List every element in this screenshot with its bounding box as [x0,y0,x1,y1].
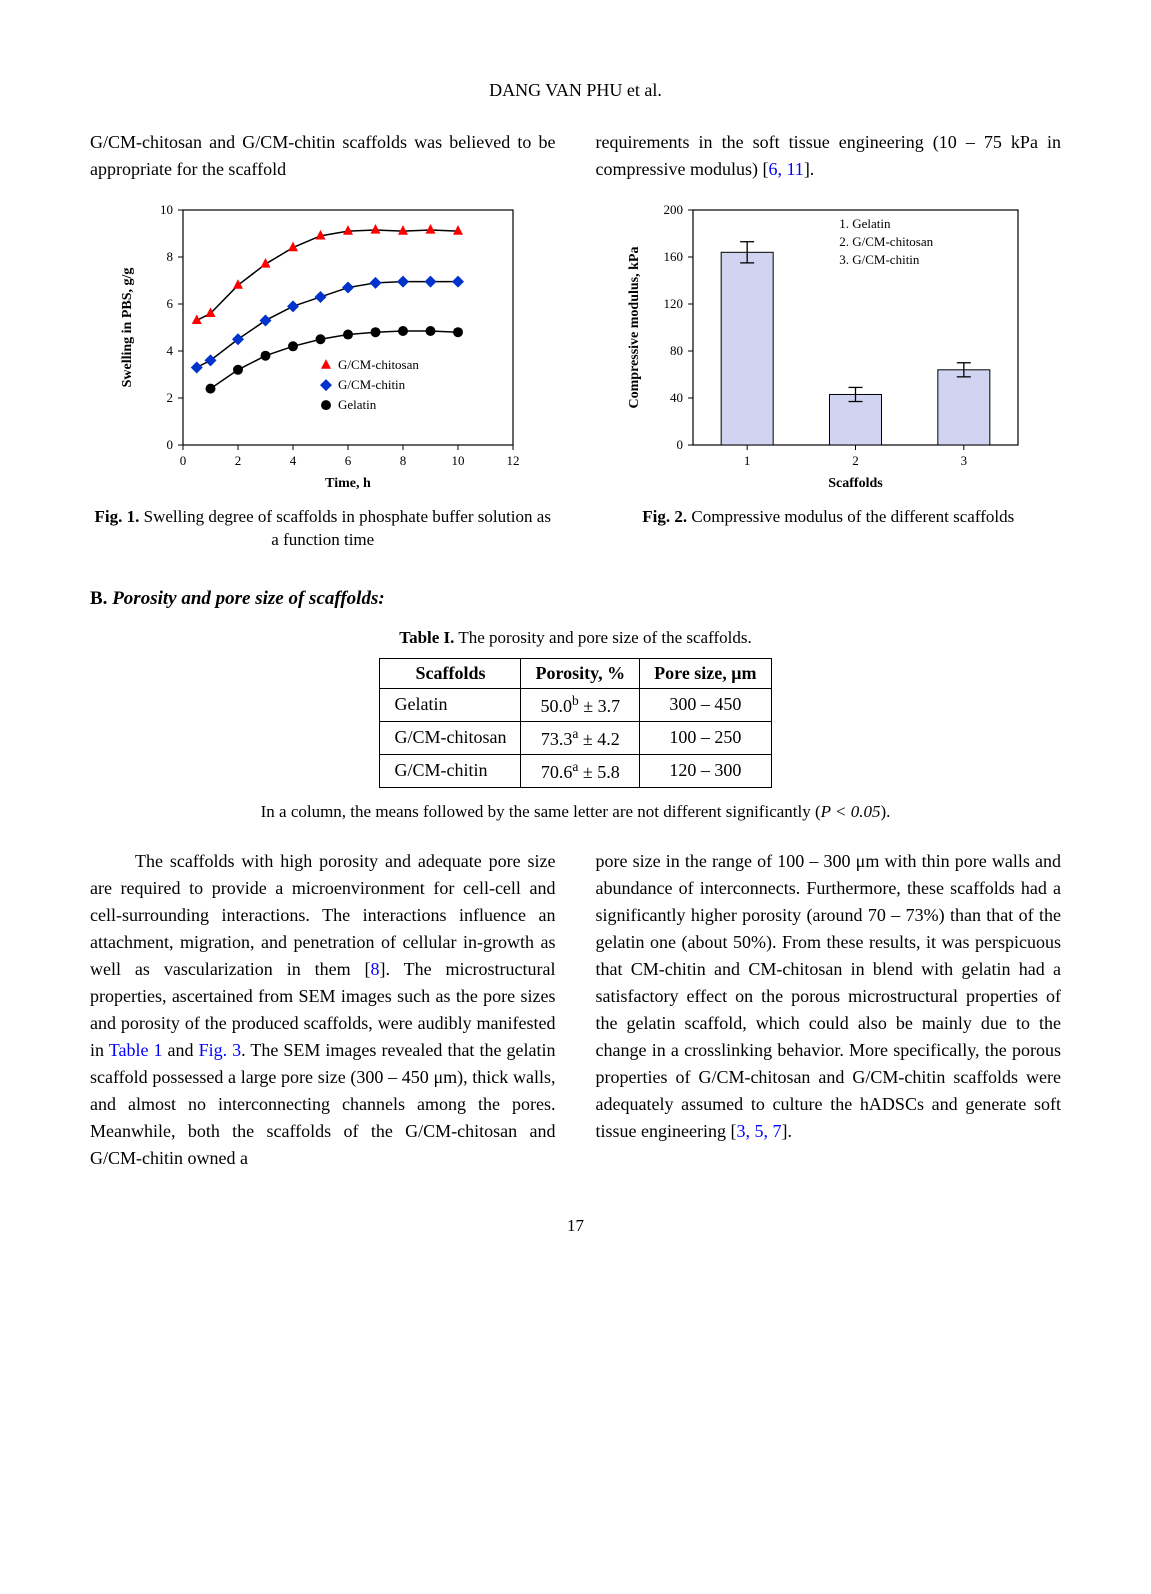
svg-text:4: 4 [166,343,173,358]
svg-text:4: 4 [290,453,297,468]
svg-text:10: 10 [451,453,464,468]
citation-link[interactable]: 3, 5, 7 [736,1121,781,1141]
page-number: 17 [90,1216,1061,1236]
svg-text:1. Gelatin: 1. Gelatin [840,216,892,231]
body-left-text: The scaffolds with high porosity and ade… [90,848,556,1172]
svg-text:200: 200 [664,202,684,217]
svg-text:Scaffolds: Scaffolds [829,476,884,491]
svg-text:Gelatin: Gelatin [338,397,377,412]
table-header: Scaffolds [380,658,521,688]
svg-text:8: 8 [400,453,407,468]
figure-link[interactable]: Fig. 3 [199,1040,242,1060]
porosity-table: ScaffoldsPorosity, %Pore size, μm Gelati… [379,658,771,788]
svg-text:160: 160 [664,249,684,264]
svg-text:6: 6 [166,296,173,311]
table-row: G/CM-chitin70.6a ± 5.8120 – 300 [380,754,771,787]
table-link[interactable]: Table 1 [109,1040,163,1060]
svg-text:G/CM-chitin: G/CM-chitin [338,377,406,392]
svg-text:Swelling in PBS, g/g: Swelling in PBS, g/g [120,268,135,388]
intro-right-text: requirements in the soft tissue engineer… [596,129,1062,183]
figures-row: 0246810120246810Time, hSwelling in PBS, … [90,195,1061,552]
svg-text:1: 1 [744,453,751,468]
svg-text:12: 12 [506,453,519,468]
figure-1: 0 2 4 6 8 10 12 0 2 4 6 8 10 Time, h Swelling in PBS, … [90,195,556,552]
table-cell: 73.3a ± 4.2 [521,721,640,754]
table-title: Table I. The porosity and pore size of t… [90,628,1061,648]
svg-text:G/CM-chitosan: G/CM-chitosan [338,357,419,372]
table-row: Gelatin50.0b ± 3.7300 – 450 [380,688,771,721]
table-row: G/CM-chitosan73.3a ± 4.2100 – 250 [380,721,771,754]
svg-text:2: 2 [235,453,242,468]
section-heading: B. Porosity and pore size of scaffolds: [90,588,1061,610]
svg-text:Time, h: Time, h [325,476,371,491]
figure-1-chart: 0 2 4 6 8 10 12 0 2 4 6 8 10 Time, h Swelling in PBS, … [113,195,533,495]
table-cell: G/CM-chitosan [380,721,521,754]
svg-text:3: 3 [961,453,968,468]
svg-text:3. G/CM-chitin: 3. G/CM-chitin [840,252,921,267]
running-head: DANG VAN PHU et al. [90,80,1061,101]
intro-paragraph: G/CM-chitosan and G/CM-chitin scaffolds … [90,129,1061,183]
svg-text:80: 80 [670,343,683,358]
citation-link[interactable]: 6, 11 [768,159,803,179]
svg-text:40: 40 [670,390,683,405]
svg-text:2: 2 [853,453,860,468]
svg-text:0: 0 [677,437,684,452]
figure-2-chart: 0 40 80 120 160 200 1 2 3 Scaffolds Compressive mo… [618,195,1038,495]
table-cell: Gelatin [380,688,521,721]
svg-text:2: 2 [166,390,173,405]
body-paragraphs: The scaffolds with high porosity and ade… [90,848,1061,1172]
svg-text:0: 0 [166,437,173,452]
table-header: Porosity, % [521,658,640,688]
table-cell: 120 – 300 [640,754,771,787]
body-right-text: pore size in the range of 100 – 300 μm w… [596,848,1062,1145]
table-cell: 100 – 250 [640,721,771,754]
svg-text:2. G/CM-chitosan: 2. G/CM-chitosan [840,234,934,249]
figure-2-caption: Fig. 2. Compressive modulus of the diffe… [596,506,1062,529]
citation-link[interactable]: 8 [371,959,380,979]
svg-text:6: 6 [345,453,352,468]
svg-text:0: 0 [180,453,187,468]
table-cell: G/CM-chitin [380,754,521,787]
figure-2: 0 40 80 120 160 200 1 2 3 Scaffolds Compressive mo… [596,195,1062,552]
svg-text:10: 10 [160,202,173,217]
table-cell: 300 – 450 [640,688,771,721]
table-cell: 70.6a ± 5.8 [521,754,640,787]
svg-text:Compressive modulus, kPa: Compressive modulus, kPa [627,247,642,409]
table-footnote: In a column, the means followed by the s… [90,802,1061,822]
svg-text:120: 120 [664,296,684,311]
svg-text:8: 8 [166,249,173,264]
table-cell: 50.0b ± 3.7 [521,688,640,721]
intro-left-text: G/CM-chitosan and G/CM-chitin scaffolds … [90,129,556,183]
figure-1-caption: Fig. 1. Swelling degree of scaffolds in … [90,506,556,552]
table-header: Pore size, μm [640,658,771,688]
